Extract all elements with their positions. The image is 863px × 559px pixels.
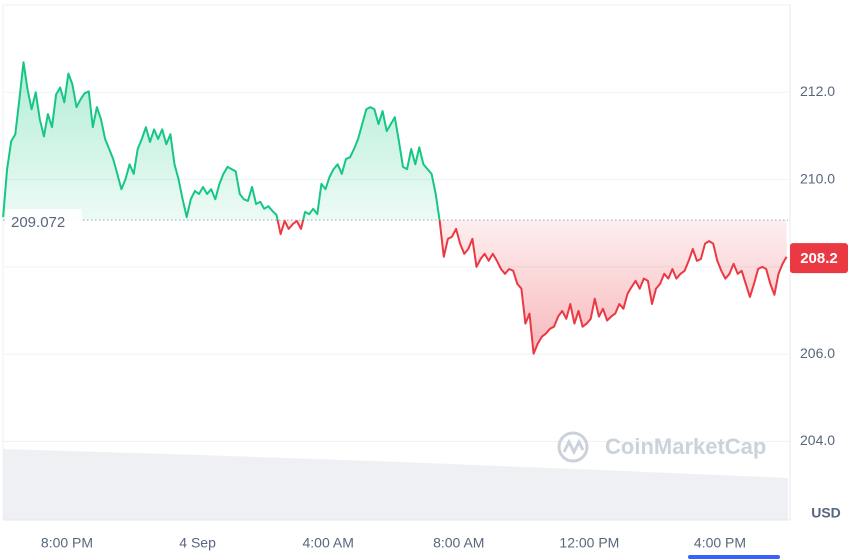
x-tick-label: 4:00 AM [303, 535, 354, 551]
range-handle[interactable] [688, 555, 780, 559]
price-area [3, 62, 787, 354]
y-tick-label: 210.0 [800, 170, 835, 186]
y-tick-label: 212.0 [800, 83, 835, 99]
x-tick-label: 4 Sep [179, 535, 216, 551]
watermark-text: CoinMarketCap [605, 434, 766, 459]
watermark-logo-mark [562, 438, 585, 456]
grid [3, 91, 790, 442]
y-tick-label: 206.0 [800, 345, 835, 361]
current-price-tag [790, 243, 848, 274]
x-tick-label: 8:00 PM [41, 535, 93, 551]
baseline-label: 209.072 [11, 214, 65, 231]
current-price-label: 208.2 [800, 250, 838, 267]
volume-band [3, 449, 788, 520]
x-tick-label: 4:00 PM [694, 535, 746, 551]
plot [2, 61, 788, 355]
baseline-label-bg [6, 209, 82, 232]
price-line [2, 61, 788, 355]
y-tick-label: 204.0 [800, 432, 835, 448]
watermark: CoinMarketCap [557, 431, 766, 463]
currency-label: USD [811, 505, 841, 521]
x-tick-label: 8:00 AM [433, 535, 484, 551]
watermark-logo [557, 431, 589, 463]
x-tick-label: 12:00 PM [559, 535, 619, 551]
